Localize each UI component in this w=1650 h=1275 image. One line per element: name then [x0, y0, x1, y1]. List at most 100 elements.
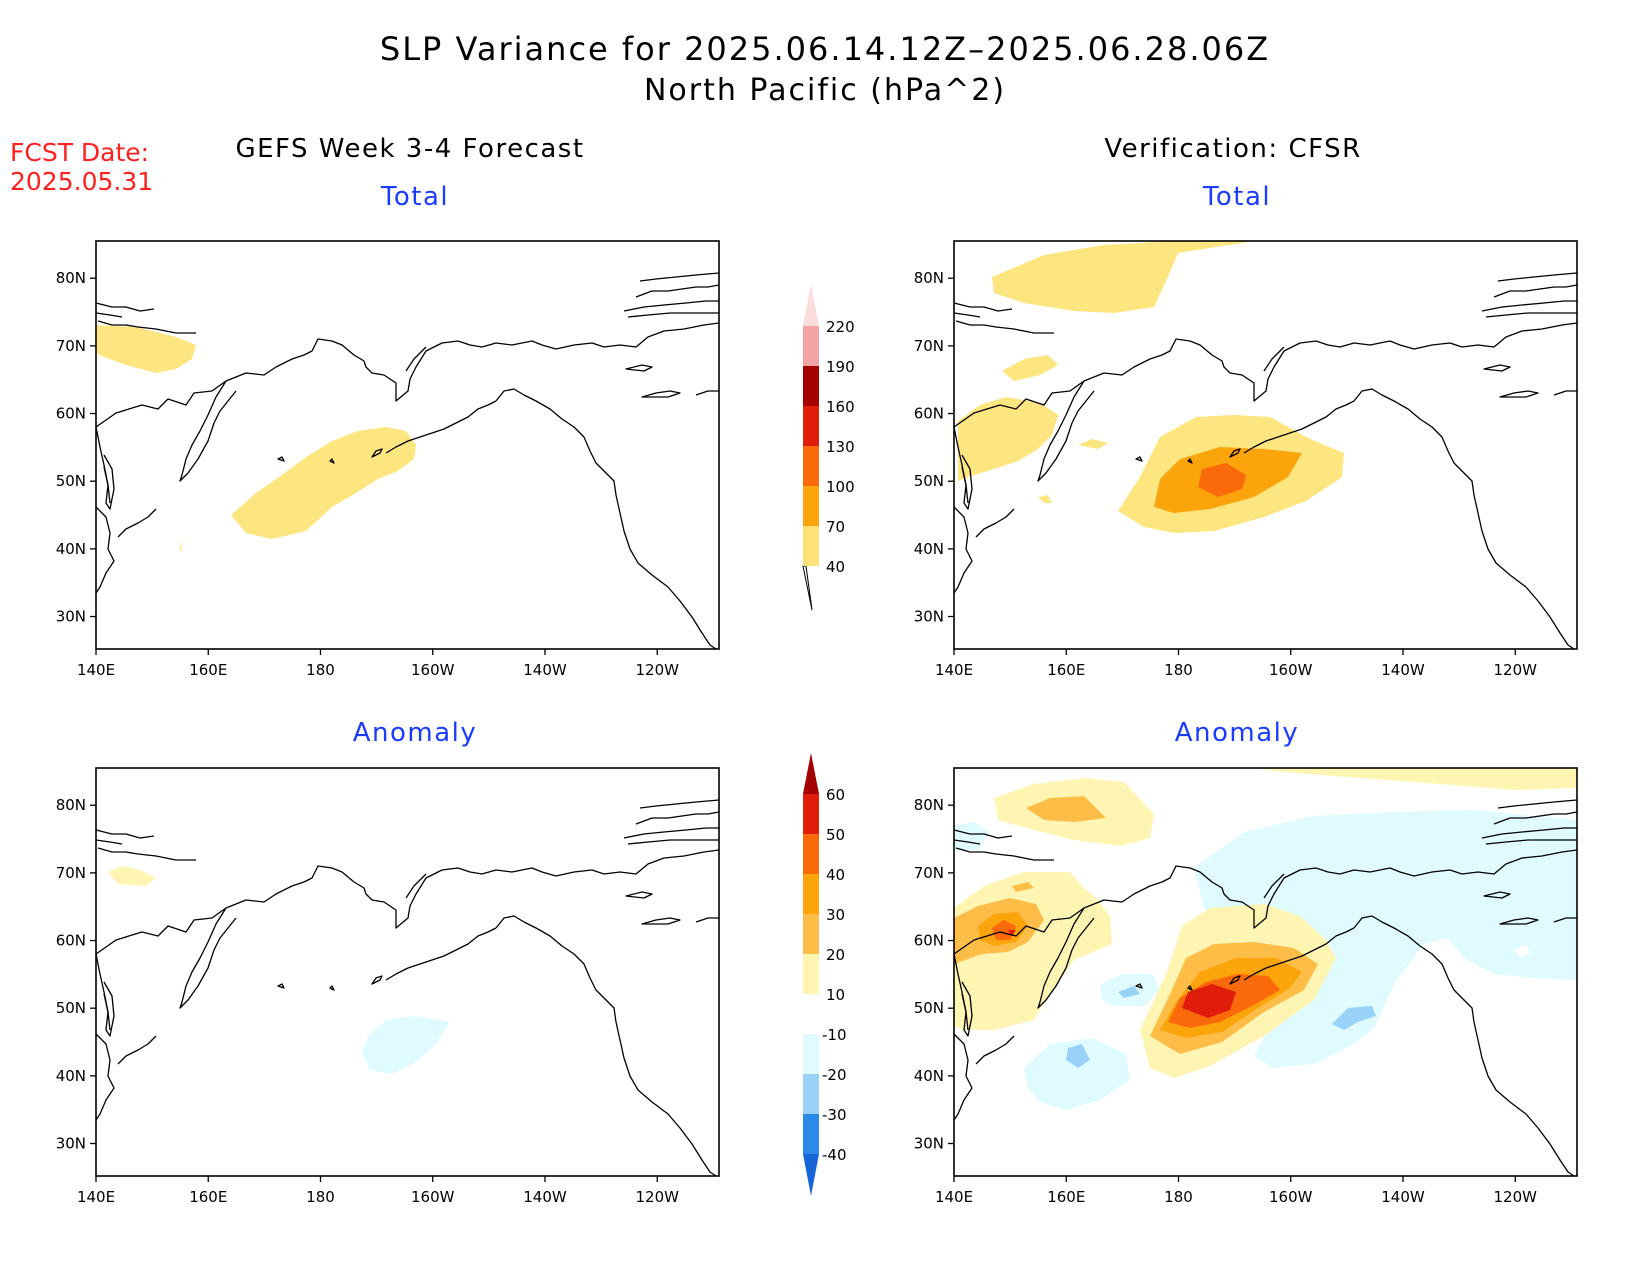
lon-tick-label-verification-total: 160E — [1047, 661, 1085, 679]
lat-tick-label-verification-total: 70N — [914, 337, 944, 355]
colorbar-total-bin-40-70 — [803, 526, 819, 566]
lat-tick-label-verification-anomaly: 50N — [914, 999, 944, 1017]
lon-tick-label-forecast-total: 160E — [189, 661, 227, 679]
lon-tick-label-forecast-anomaly: 140E — [77, 1188, 115, 1206]
contour-light-cyan-spot — [1514, 944, 1530, 958]
contour-light-orange-arctic — [1026, 796, 1106, 822]
axes-layer: 140E 160E 180 160W 140W 120W 30N 40N 50N 60N 70N 80… — [56, 269, 1537, 1206]
panel-title-forecast-total: Total — [380, 182, 450, 212]
contour-red-okhotsk — [1008, 930, 1016, 936]
lat-tick-label-forecast-total: 30N — [56, 608, 86, 626]
lon-tick-label-verification-anomaly: 160W — [1269, 1188, 1313, 1206]
shading-verification-anomaly — [954, 768, 1577, 1110]
lon-tick-label-forecast-anomaly: 160W — [411, 1188, 455, 1206]
lat-tick-label-forecast-anomaly: 30N — [56, 1135, 86, 1153]
contour-light-yellow-top-band — [1254, 768, 1577, 790]
contour-yellow-small-1 — [1078, 439, 1108, 449]
contour-yellow-arctic-band — [992, 241, 1254, 313]
axes-forecast-total: 140E 160E 180 160W 140W 120W 30N 40N 50N 60N 70N 80… — [56, 269, 679, 679]
colorbar-anomaly-label-60: 60 — [826, 786, 845, 804]
colorbar-anomaly-label-30: 30 — [826, 906, 845, 924]
axes-verification-anomaly: 140E 160E 180 160W 140W 120W 30N 40N 50N 60N 70N 80… — [914, 796, 1537, 1206]
lon-tick-label-verification-anomaly: 160E — [1047, 1188, 1085, 1206]
lat-tick-label-forecast-anomaly: 40N — [56, 1067, 86, 1085]
colorbar-anomaly-bin-10-20 — [803, 954, 819, 994]
contour-dark-orange-main — [1198, 463, 1246, 497]
lat-tick-label-verification-anomaly: 30N — [914, 1135, 944, 1153]
colorbar-total-labels: 40 70 100 130 160 190 220 — [826, 318, 855, 576]
contour-yellow-aleutian — [231, 427, 416, 539]
lon-tick-label-verification-anomaly: 140E — [935, 1188, 973, 1206]
lat-tick-label-forecast-total: 80N — [56, 269, 86, 287]
lat-tick-label-verification-total: 30N — [914, 608, 944, 626]
lon-tick-label-forecast-total: 140W — [523, 661, 567, 679]
forecast-date-value: 2025.05.31 — [10, 167, 154, 196]
lon-tick-label-forecast-total: 160W — [411, 661, 455, 679]
lat-tick-label-verification-total: 50N — [914, 472, 944, 490]
colorbar-anomaly-label-40: 40 — [826, 866, 845, 884]
lat-tick-label-forecast-total: 50N — [56, 472, 86, 490]
colorbar-total-label-220: 220 — [826, 318, 855, 336]
colorbar-total-bin-160-190 — [803, 366, 819, 406]
contour-light-blue-small — [1118, 986, 1140, 998]
lat-tick-label-verification-anomaly: 40N — [914, 1067, 944, 1085]
lat-tick-label-forecast-anomaly: 70N — [56, 864, 86, 882]
colorbar-anomaly-bin-m10-10 — [803, 994, 819, 1034]
contour-light-blue-east — [1332, 1006, 1376, 1030]
shading-forecast-anomaly — [108, 866, 450, 1074]
lon-tick-label-verification-total: 140E — [935, 661, 973, 679]
axes-verification-total: 140E 160E 180 160W 140W 120W 30N 40N 50N 60N 70N 80… — [914, 269, 1537, 679]
contour-yellow-spot — [180, 541, 182, 551]
contour-light-blue-sw — [1066, 1044, 1090, 1068]
colorbar-anomaly-label-m30: -30 — [822, 1106, 847, 1124]
contour-light-yellow-arctic — [108, 866, 156, 886]
colorbar-total-bin-70-100 — [803, 486, 819, 526]
colorbar-total-bin-100-130 — [803, 446, 819, 486]
forecast-date-block: FCST Date: 2025.05.31 — [10, 138, 153, 196]
lat-tick-label-forecast-total: 70N — [56, 337, 86, 355]
lon-tick-label-forecast-total: 180 — [306, 661, 335, 679]
colorbar-anomaly-bin-40-50 — [803, 834, 819, 874]
map-frame-forecast-total — [95, 240, 720, 650]
lat-tick-label-verification-anomaly: 80N — [914, 796, 944, 814]
colorbar-anomaly-bin-m30-m20 — [803, 1074, 819, 1114]
contour-light-cyan-west — [954, 822, 990, 850]
contour-light-orange-spot — [1012, 882, 1034, 892]
lat-tick-label-forecast-total: 40N — [56, 540, 86, 558]
colorbar-anomaly-bin-m40-m30 — [803, 1114, 819, 1154]
colorbar-total-label-70: 70 — [826, 518, 845, 536]
lon-tick-label-forecast-total: 120W — [636, 661, 680, 679]
lon-tick-label-verification-total: 140W — [1381, 661, 1425, 679]
colorbar-total-top-cap — [803, 284, 819, 326]
shading-verification-total — [958, 241, 1344, 533]
lon-tick-label-forecast-anomaly: 160E — [189, 1188, 227, 1206]
lat-tick-label-forecast-anomaly: 50N — [56, 999, 86, 1017]
colorbar-total-label-130: 130 — [826, 438, 855, 456]
contour-red-main — [1182, 984, 1236, 1018]
lat-tick-label-verification-total: 80N — [914, 269, 944, 287]
panel-title-verification-anomaly: Anomaly — [1174, 718, 1300, 748]
shading-forecast-total — [96, 325, 416, 551]
contour-light-cyan-pacific — [362, 1016, 450, 1074]
lon-tick-label-verification-anomaly: 140W — [1381, 1188, 1425, 1206]
lat-tick-label-forecast-anomaly: 60N — [56, 932, 86, 950]
colorbar-anomaly-label-m20: -20 — [822, 1066, 847, 1084]
coastline-forecast-anomaly — [95, 799, 720, 1177]
colorbar-total-bin-190-220 — [803, 326, 819, 366]
panel-title-forecast-anomaly: Anomaly — [352, 718, 478, 748]
colorbar-anomaly-label-m10: -10 — [822, 1026, 847, 1044]
colorbar-anomaly-bin-20-30 — [803, 914, 819, 954]
colorbar-total-label-190: 190 — [826, 358, 855, 376]
map-frame-forecast-anomaly — [95, 767, 720, 1177]
map-verification-anomaly — [953, 767, 1578, 1177]
column-title-verification: Verification: CFSR — [1104, 134, 1362, 164]
lon-tick-label-forecast-anomaly: 180 — [306, 1188, 335, 1206]
lat-tick-label-verification-total: 40N — [914, 540, 944, 558]
colorbar-total-label-160: 160 — [826, 398, 855, 416]
colorbar-anomaly-bin-50-60 — [803, 794, 819, 834]
map-forecast-anomaly — [95, 767, 720, 1177]
lat-tick-label-verification-anomaly: 60N — [914, 932, 944, 950]
map-verification-total — [953, 240, 1578, 650]
colorbar-anomaly-label-50: 50 — [826, 826, 845, 844]
